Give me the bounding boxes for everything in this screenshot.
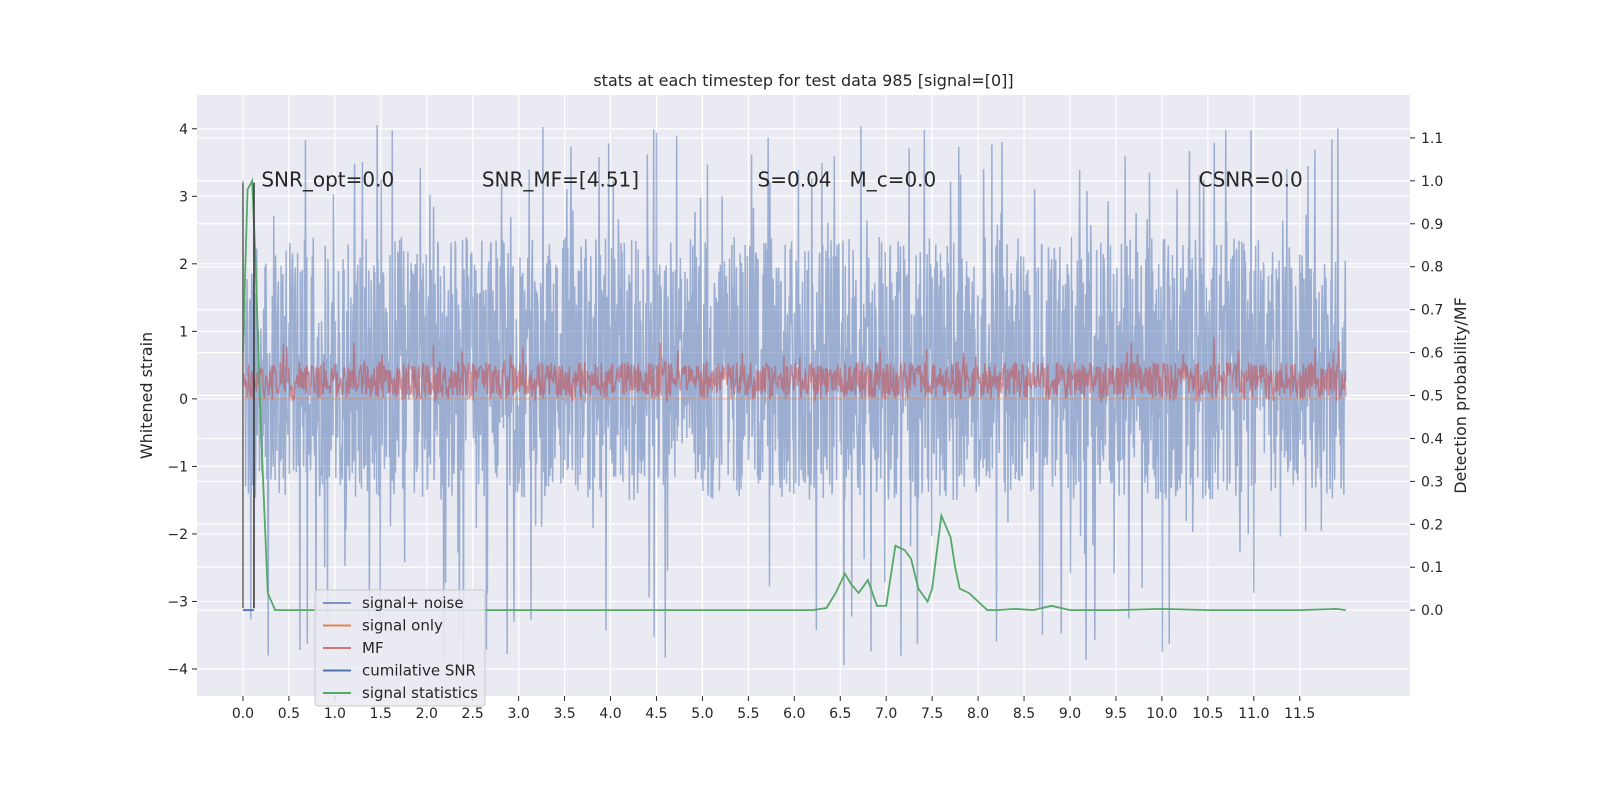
- legend-label: signal only: [362, 617, 443, 635]
- x-tick-label: 6.0: [783, 706, 805, 722]
- y-right-tick-label: 1.1: [1421, 131, 1443, 147]
- y-tick-label: −2: [167, 527, 188, 543]
- series-signal-noise: [242, 124, 1347, 665]
- y-right-tick-label: 0.9: [1421, 217, 1443, 233]
- y-tick-label: 3: [179, 189, 188, 205]
- y-right-tick-label: 0.5: [1421, 389, 1443, 405]
- x-tick-label: 7.5: [921, 706, 943, 722]
- y-tick-label: 0: [179, 392, 188, 408]
- x-tick-label: 8.5: [1013, 706, 1035, 722]
- y-tick-label: −3: [167, 594, 188, 610]
- annotation: SNR_opt=0.0: [261, 167, 394, 191]
- y-right-tick-label: 0.3: [1421, 474, 1443, 490]
- y-tick-label: 1: [179, 324, 188, 340]
- x-tick-label: 5.0: [691, 706, 713, 722]
- y-right-tick-label: 0.8: [1421, 260, 1443, 276]
- x-tick-label: 0.0: [232, 706, 254, 722]
- x-tick-label: 7.0: [875, 706, 897, 722]
- x-tick-label: 2.0: [416, 706, 438, 722]
- legend-box: [314, 589, 486, 707]
- annotation: M_c=0.0: [849, 167, 936, 191]
- y-tick-label: −1: [167, 459, 188, 475]
- legend-label: signal+ noise: [362, 594, 464, 612]
- legend-label: signal statistics: [362, 684, 478, 702]
- y-right-tick-label: 1.0: [1421, 174, 1443, 190]
- x-tick-label: 1.5: [370, 706, 392, 722]
- x-tick-label: 8.0: [967, 706, 989, 722]
- series-line: [242, 124, 1347, 665]
- y-right-tick-label: 0.2: [1421, 517, 1443, 533]
- annotation: CSNR=0.0: [1199, 167, 1303, 191]
- chart-title: stats at each timestep for test data 985…: [593, 71, 1013, 90]
- x-tick-label: 1.0: [324, 706, 346, 722]
- annotation: S=0.04: [758, 167, 832, 191]
- x-tick-label: 11.0: [1238, 706, 1269, 722]
- y-right-tick-label: 0.0: [1421, 603, 1443, 619]
- legend: signal+ noise signal only MF cumilative SNR…: [314, 589, 486, 707]
- x-tick-label: 3.0: [507, 706, 529, 722]
- y-right-tick-label: 0.1: [1421, 560, 1443, 576]
- x-tick-label: 4.5: [645, 706, 667, 722]
- x-tick-label: 4.0: [599, 706, 621, 722]
- x-tick-label: 11.5: [1284, 706, 1315, 722]
- series-mf: [242, 337, 1347, 403]
- y-right-tick-label: 0.4: [1421, 431, 1443, 447]
- annotation: SNR_MF=[4.51]: [482, 167, 639, 191]
- y-tick-label: 4: [179, 122, 188, 138]
- y-right-tick-label: 0.7: [1421, 303, 1443, 319]
- axes: 0.0 0.5 1.0 1.5 2.0 2.5 3.0 3.5 4.0 4.5 5.0 5.5 6.0 6…: [167, 122, 1443, 722]
- y-axis-right-label: Detection probability/MF: [1451, 297, 1470, 494]
- x-tick-label: 10.0: [1146, 706, 1177, 722]
- x-tick-label: 3.5: [553, 706, 575, 722]
- x-tick-label: 2.5: [462, 706, 484, 722]
- y-axis-label: Whitened strain: [137, 332, 156, 459]
- x-tick-label: 5.5: [737, 706, 759, 722]
- x-tick-label: 9.0: [1059, 706, 1081, 722]
- x-tick-label: 0.5: [278, 706, 300, 722]
- y-tick-label: 2: [179, 257, 188, 273]
- legend-label: cumilative SNR: [362, 662, 476, 680]
- x-tick-label: 10.5: [1192, 706, 1223, 722]
- y-tick-label: −4: [167, 662, 188, 678]
- legend-label: MF: [362, 639, 384, 657]
- series-line: [242, 337, 1347, 403]
- y-right-tick-label: 0.6: [1421, 346, 1443, 362]
- x-tick-label: 9.5: [1105, 706, 1127, 722]
- x-tick-label: 6.5: [829, 706, 851, 722]
- annotations: SNR_opt=0.0 SNR_MF=[4.51] S=0.04 M_c=0.0 CSN…: [261, 167, 1302, 191]
